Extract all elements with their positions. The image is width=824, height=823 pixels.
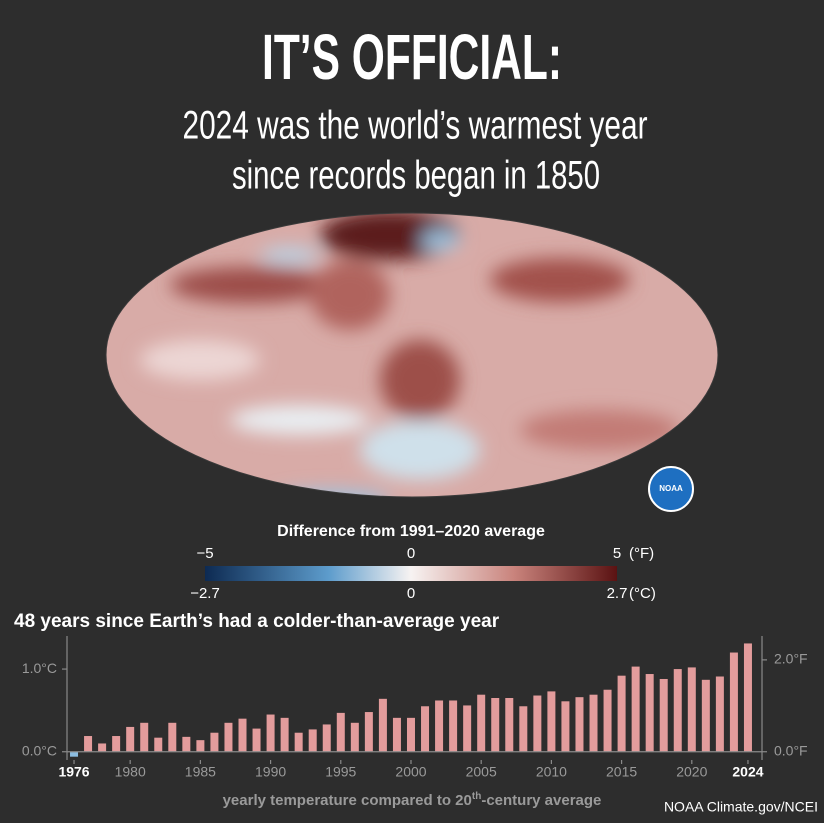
bar bbox=[645, 674, 654, 752]
bar bbox=[743, 643, 752, 752]
noaa-logo-text: NOAA bbox=[659, 484, 683, 493]
bar bbox=[435, 700, 444, 752]
bar bbox=[505, 698, 514, 752]
legend-c-tick: 2.7 bbox=[607, 585, 628, 602]
bar bbox=[449, 700, 458, 752]
chart-title: 48 years since Earth’s had a colder-than… bbox=[14, 611, 500, 632]
map bbox=[106, 213, 718, 497]
x-tick-label: 2000 bbox=[395, 764, 426, 780]
bar bbox=[378, 698, 387, 752]
subtitle: 2024 was the world’s warmest year bbox=[183, 104, 648, 148]
legend-f-tick: −5 bbox=[196, 545, 213, 562]
x-tick-label: 2020 bbox=[676, 764, 707, 780]
y-tick-label: 0.0°C bbox=[22, 742, 57, 758]
bar bbox=[70, 751, 79, 757]
bar bbox=[112, 736, 121, 752]
bar bbox=[196, 740, 205, 752]
bar bbox=[350, 722, 359, 752]
bar bbox=[463, 705, 472, 752]
x-tick-label: 2024 bbox=[732, 764, 763, 780]
x-tick-label: 1985 bbox=[185, 764, 216, 780]
bar bbox=[561, 701, 570, 752]
bar bbox=[547, 691, 556, 752]
legend-unit: (°F) bbox=[629, 545, 654, 562]
y-tick-label: 1.0°C bbox=[22, 660, 57, 676]
bar bbox=[182, 736, 191, 752]
bar bbox=[589, 694, 598, 752]
bar bbox=[617, 675, 626, 752]
map-outline bbox=[105, 212, 719, 498]
y2-tick-label: 0.0°F bbox=[774, 742, 808, 758]
bar bbox=[715, 676, 724, 752]
bar bbox=[336, 712, 345, 752]
bar bbox=[533, 695, 542, 752]
bar bbox=[224, 722, 233, 752]
bar bbox=[406, 717, 415, 752]
x-tick-label: 1995 bbox=[325, 764, 356, 780]
x-axis-label-part: th bbox=[472, 791, 481, 802]
bar bbox=[154, 737, 163, 752]
bar bbox=[140, 722, 149, 752]
bar bbox=[98, 743, 107, 752]
bar bbox=[575, 697, 584, 752]
bar bbox=[308, 729, 317, 752]
bar bbox=[322, 724, 331, 752]
bar bbox=[491, 698, 500, 752]
x-axis-label-part: -century average bbox=[481, 792, 601, 809]
bar bbox=[238, 718, 247, 752]
bar bbox=[266, 714, 275, 752]
subtitle: since records began in 1850 bbox=[232, 154, 600, 198]
bar bbox=[477, 694, 486, 752]
legend-f-tick: 0 bbox=[407, 545, 415, 562]
x-tick-label: 2005 bbox=[466, 764, 497, 780]
colorbar bbox=[205, 566, 617, 581]
bar bbox=[84, 736, 93, 752]
bar bbox=[280, 717, 289, 752]
bar bbox=[603, 689, 612, 752]
credit: NOAA Climate.gov/NCEI bbox=[664, 799, 818, 815]
x-tick-label: 1990 bbox=[255, 764, 286, 780]
bar bbox=[126, 726, 135, 752]
bar bbox=[294, 732, 303, 752]
legend-c-tick: −2.7 bbox=[190, 585, 220, 602]
y2-tick-label: 2.0°F bbox=[774, 651, 808, 667]
bar bbox=[252, 728, 261, 752]
x-tick-label: 1976 bbox=[58, 764, 89, 780]
x-axis-label: yearly temperature compared to 20th-cent… bbox=[223, 791, 602, 809]
bar bbox=[519, 706, 528, 752]
legend-f-tick: 5 bbox=[613, 545, 621, 562]
bar bbox=[673, 669, 682, 752]
x-tick-label: 1980 bbox=[115, 764, 146, 780]
bar bbox=[729, 652, 738, 752]
bar bbox=[364, 712, 373, 752]
noaa-logo bbox=[648, 466, 694, 512]
x-axis-label-part: yearly temperature compared to 20 bbox=[223, 792, 472, 809]
bar bbox=[701, 679, 710, 752]
legend-title: Difference from 1991–2020 average bbox=[277, 523, 545, 540]
x-tick-label: 2015 bbox=[606, 764, 637, 780]
title: IT’S OFFICIAL: bbox=[262, 21, 562, 93]
x-tick-label: 2010 bbox=[536, 764, 567, 780]
bar bbox=[631, 666, 640, 752]
bar bbox=[210, 732, 219, 752]
legend-unit: (°C) bbox=[629, 585, 656, 602]
bar bbox=[392, 717, 401, 752]
bar bbox=[168, 722, 177, 752]
bar bbox=[659, 678, 668, 752]
legend-c-tick: 0 bbox=[407, 585, 415, 602]
bar bbox=[687, 667, 696, 752]
bar bbox=[421, 706, 430, 752]
